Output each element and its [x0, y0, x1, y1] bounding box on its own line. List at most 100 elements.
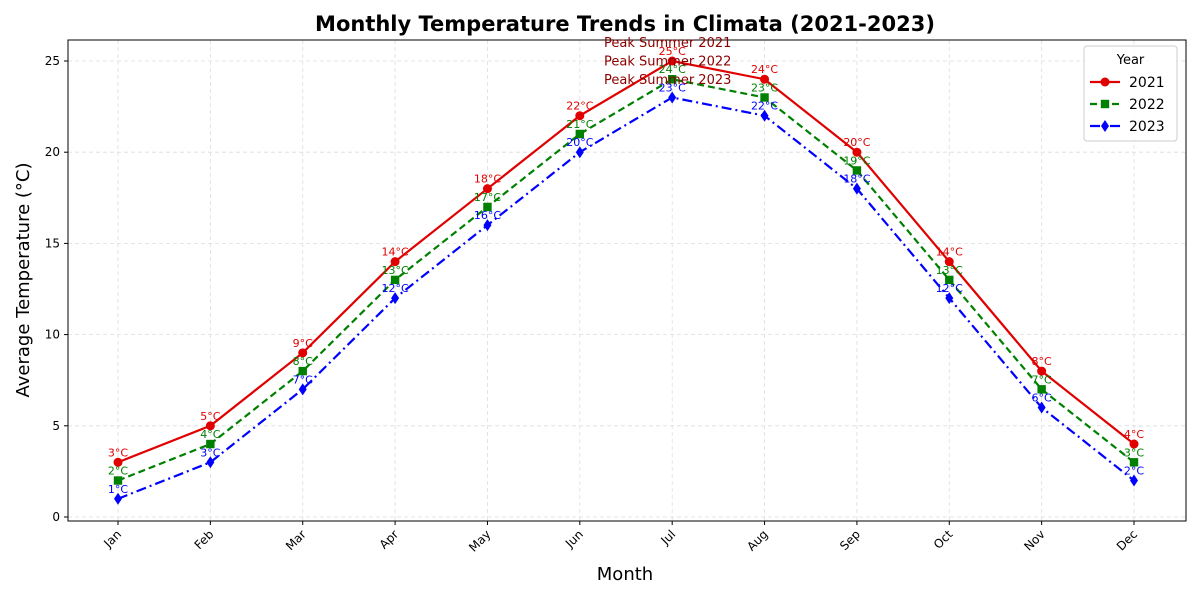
peak-annotation: Peak Summer 2021: [604, 36, 731, 51]
data-label-2022: 19°C: [843, 154, 870, 167]
data-label-2022: 7°C: [1032, 373, 1052, 386]
series-2023: [114, 91, 1138, 505]
grid-lines: [68, 40, 1186, 521]
data-point-2021: [760, 74, 770, 84]
x-tick-label: Mar: [283, 527, 309, 553]
series-line-2021: [117, 59, 1135, 464]
data-label-2021: 18°C: [474, 173, 501, 186]
y-tick-label: 0: [52, 510, 60, 524]
x-tick-label: Apr: [377, 527, 402, 552]
data-point-2022: [390, 275, 400, 285]
legend-label: 2021: [1129, 75, 1165, 91]
data-label-2022: 2°C: [108, 465, 128, 478]
data-point-2023: [1037, 401, 1046, 414]
data-label-2021: 14°C: [936, 246, 963, 259]
data-point-2021: [298, 348, 308, 358]
x-tick-label: May: [466, 527, 493, 554]
data-label-2023: 1°C: [108, 483, 128, 496]
y-axis-label: Average Temperature (°C): [13, 163, 34, 398]
y-tick-label: 20: [45, 145, 60, 159]
legend-marker: [1100, 99, 1110, 109]
x-tick-label: Jan: [100, 527, 124, 551]
x-tick-label: Jun: [562, 527, 586, 551]
data-label-2022: 23°C: [751, 81, 778, 94]
x-tick-label: Sep: [837, 527, 863, 553]
legend-marker: [1100, 77, 1110, 87]
data-point-2021: [852, 147, 862, 157]
data-point-2023: [206, 456, 215, 469]
data-label-2023: 12°C: [381, 282, 408, 295]
x-tick-label: Oct: [931, 527, 956, 552]
legend-item-2022: 2022: [1090, 97, 1165, 113]
data-point-2023: [298, 383, 307, 396]
data-point-2021: [390, 257, 400, 267]
x-axis-label: Month: [597, 564, 653, 585]
annotations: Peak Summer 2021 Peak Summer 2022 Peak Sum…: [604, 36, 731, 88]
data-label-2022: 21°C: [566, 118, 593, 131]
data-point-2022: [945, 275, 954, 285]
data-label-2023: 7°C: [293, 373, 313, 386]
data-label-2022: 24°C: [659, 63, 686, 76]
legend-marker: [1101, 120, 1109, 132]
data-label-2023: 12°C: [936, 282, 963, 295]
data-label-2022: 8°C: [293, 355, 313, 368]
axes: 0 5 10 15 20 25 Jan Feb Mar Apr May Jun Jul Aug Sep Oct…: [45, 39, 1187, 555]
data-labels: 3°C 5°C 9°C 14°C 18°C 22°C 25°C 24°C 20°C 14°C 8°C…: [108, 45, 1144, 496]
data-point-2021: [944, 257, 954, 267]
data-label-2023: 16°C: [474, 209, 501, 222]
data-point-2022: [575, 129, 585, 139]
data-point-2021: [482, 184, 492, 194]
data-label-2021: 5°C: [200, 410, 220, 423]
data-point-2022: [1037, 385, 1046, 394]
data-point-2022: [483, 202, 492, 212]
data-label-2023: 23°C: [659, 81, 686, 94]
data-label-2022: 3°C: [1124, 446, 1144, 459]
peak-annotation: Peak Summer 2023: [604, 73, 731, 88]
data-point-2023: [483, 219, 492, 232]
series-line-2023: [117, 96, 1135, 500]
data-label-2023: 22°C: [751, 100, 778, 113]
peak-annotation: Peak Summer 2022: [604, 55, 731, 70]
chart-title: Monthly Temperature Trends in Climata (2…: [315, 12, 935, 36]
data-point-2023: [575, 146, 584, 159]
series-lines: [113, 56, 1139, 505]
series-2022: [113, 75, 1139, 485]
plot-frame: [67, 39, 1187, 522]
legend-label: 2023: [1129, 119, 1165, 135]
data-label-2021: 25°C: [659, 45, 686, 58]
data-point-2023: [945, 292, 954, 305]
data-point-2021: [575, 111, 585, 121]
data-point-2023: [391, 292, 400, 305]
data-label-2021: 22°C: [566, 100, 593, 113]
series-line-2022: [117, 78, 1135, 482]
x-tick-label: Nov: [1021, 527, 1047, 553]
data-point-2022: [298, 366, 307, 376]
data-point-2021: [205, 421, 215, 431]
data-label-2023: 18°C: [843, 173, 870, 186]
legend-title: Year: [1116, 53, 1145, 68]
data-point-2023: [668, 91, 677, 104]
data-label-2021: 4°C: [1124, 428, 1144, 441]
x-tick-label: Feb: [192, 527, 217, 552]
data-label-2023: 3°C: [200, 446, 220, 459]
data-label-2021: 3°C: [108, 446, 128, 459]
x-tick-label: Jul: [657, 527, 678, 548]
data-point-2021: [1129, 439, 1139, 449]
data-label-2021: 14°C: [381, 246, 408, 259]
legend-item-2021: 2021: [1090, 75, 1165, 91]
data-point-2022: [852, 166, 862, 175]
y-tick-label: 5: [52, 419, 60, 433]
data-point-2023: [852, 182, 861, 195]
legend-box: [1083, 45, 1178, 142]
legend: Year 2021 2022 2023: [1083, 45, 1178, 142]
data-point-2023: [114, 492, 122, 505]
data-label-2023: 2°C: [1124, 465, 1144, 478]
data-point-2021: [113, 457, 123, 467]
data-label-2022: 13°C: [381, 264, 408, 277]
y-tick-label: 10: [45, 328, 60, 342]
data-point-2023: [760, 109, 769, 122]
data-point-2022: [113, 476, 123, 485]
data-point-2022: [760, 93, 769, 102]
